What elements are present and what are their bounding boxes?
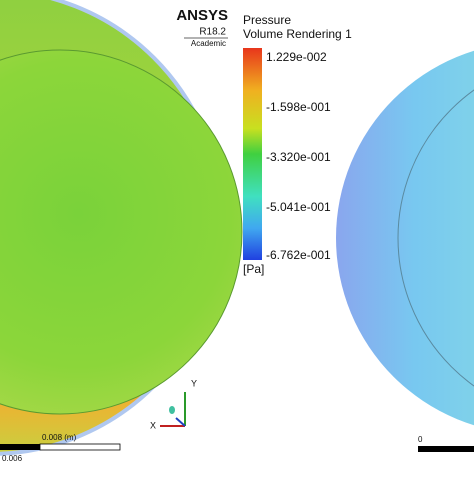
scale-left-top: 0.008 (m)	[42, 433, 77, 442]
legend-title: Pressure	[243, 13, 291, 27]
colorbar-label: -6.762e-001	[266, 248, 331, 262]
right-disk-outer	[336, 50, 474, 426]
legend-subtitle: Volume Rendering 1	[243, 27, 352, 41]
logo-version: R18.2	[199, 27, 226, 38]
colorbar	[243, 48, 262, 260]
scale-bar-right	[418, 446, 474, 452]
colorbar-label: 1.229e-002	[266, 50, 327, 64]
triad-x-label: X	[150, 420, 156, 430]
colorbar-label: -5.041e-001	[266, 200, 331, 214]
scale-right-top: 0	[418, 435, 423, 444]
logo-brand: ANSYS	[176, 7, 228, 24]
scale-bar-left	[0, 444, 40, 450]
colorbar-label: -3.320e-001	[266, 150, 331, 164]
scale-bar-left-white	[39, 443, 121, 451]
legend-unit: [Pa]	[243, 262, 264, 276]
scale-left-bottom: 0.006	[2, 454, 23, 463]
triad-y-label: Y	[191, 378, 197, 388]
triad-marker	[169, 406, 175, 414]
triad-z-axis	[175, 417, 186, 427]
left-disk-inner	[0, 49, 243, 415]
right-disk-inner	[397, 89, 474, 387]
logo-edition: Academic	[191, 39, 226, 48]
colorbar-label: -1.598e-001	[266, 100, 331, 114]
